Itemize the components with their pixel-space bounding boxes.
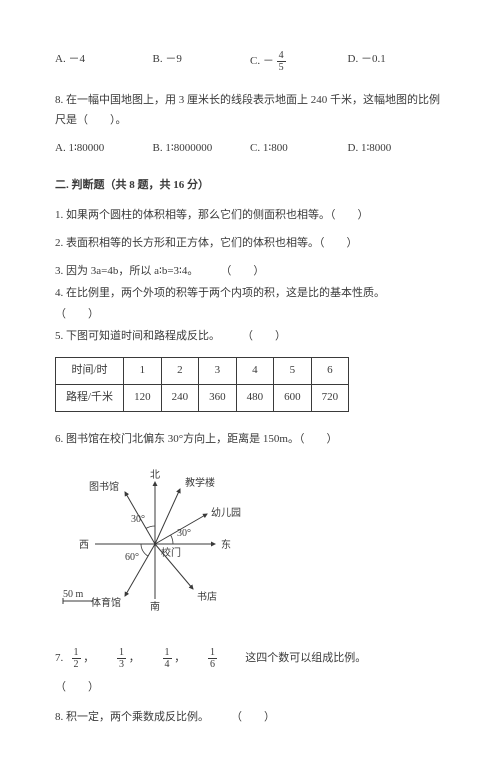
td-6: 720 [311,384,349,411]
j7-f3-d: 4 [163,659,172,670]
j7-f1: 1 2 [72,647,81,670]
j3: 3. 因为 3a=4b，所以 a∶b=3∶4。 （ ） [55,262,445,282]
td-0: 路程/千米 [56,384,124,411]
j7-f2: 1 3 [117,647,126,670]
th-6: 6 [311,357,349,384]
opt-a: A. －4 [55,50,153,73]
j7-f2-n: 1 [117,647,126,659]
compass-svg: 北 南 东 西 教学楼 图书馆 幼儿园 体育馆 书店 校门 30° 30° 60… [55,459,265,619]
lbl-60: 60° [125,552,139,563]
th-5: 5 [274,357,312,384]
j7-f4-n: 1 [208,647,217,659]
opt-b: B. －9 [153,50,251,73]
lbl-south: 南 [150,600,160,613]
opt-a-prefix: A. [55,53,66,65]
opt-d-prefix: D. [348,53,359,65]
opt-c-prefix: C. [250,55,260,67]
table-header-row: 时间/时 1 2 3 4 5 6 [56,357,349,384]
j7: 7. 1 2 ， 1 3 ， 1 4 ， 1 6 [55,647,445,670]
sep3: ， [174,652,185,664]
lbl-30-1: 30° [131,514,145,525]
ratio-table: 时间/时 1 2 3 4 5 6 路程/千米 120 240 360 480 6… [55,357,349,412]
table-data-row: 路程/千米 120 240 360 480 600 720 [56,384,349,411]
opt-d-value: －0.1 [361,53,386,65]
opt-b-value: －9 [165,53,182,65]
q7-options: A. －4 B. －9 C. － 4 5 D. －0.1 [55,50,445,73]
lbl-kinder: 幼儿园 [211,506,241,519]
compass-diagram: 北 南 东 西 教学楼 图书馆 幼儿园 体育馆 书店 校门 30° 30° 60… [55,459,445,627]
th-2: 2 [161,357,199,384]
td-4: 480 [236,384,274,411]
td-2: 240 [161,384,199,411]
opt-a-value: －4 [68,53,85,65]
opt-c-fraction: 4 5 [277,50,286,73]
j7-f3-n: 1 [163,647,172,659]
j7-f4-d: 6 [208,659,217,670]
opt-c-den: 5 [277,62,286,73]
th-4: 4 [236,357,274,384]
opt-c-num: 4 [277,50,286,62]
section-2-header: 二. 判断题（共 8 题，共 16 分） [55,176,445,196]
j7-paren: （ ） [55,678,445,698]
td-3: 360 [199,384,237,411]
j4a: 4. 在比例里，两个外项的积等于两个内项的积，这是比的基本性质。 [55,284,445,304]
th-1: 1 [124,357,162,384]
th-3: 3 [199,357,237,384]
q8-options: A. 1∶80000 B. 1∶8000000 C. 1∶800 D. 1∶80… [55,139,445,159]
td-5: 600 [274,384,312,411]
lbl-library: 图书馆 [89,480,119,493]
lbl-west: 西 [79,540,89,551]
q8-opt-b: B. 1∶8000000 [153,139,251,159]
lbl-30-2: 30° [177,528,191,539]
j7-f4: 1 6 [208,647,217,670]
q8-opt-d: D. 1∶8000 [348,139,446,159]
j2: 2. 表面积相等的长方形和正方体，它们的体积也相等。（ ） [55,234,445,254]
lbl-north: 北 [150,469,160,481]
j7-f3: 1 4 [163,647,172,670]
j7-tail: 这四个数可以组成比例。 [245,652,366,664]
lbl-east: 东 [221,538,231,551]
j7-f1-d: 2 [72,659,81,670]
lbl-bookstore: 书店 [197,590,217,603]
th-0: 时间/时 [56,357,124,384]
sep2: ， [129,652,140,664]
j6: 6. 图书馆在校门北偏东 30°方向上，距离是 150m。（ ） [55,430,445,450]
lbl-gym: 体育馆 [91,596,121,609]
q8-opt-a: A. 1∶80000 [55,139,153,159]
j7-f2-d: 3 [117,659,126,670]
lbl-gate: 校门 [161,546,181,559]
j8: 8. 积一定，两个乘数成反比例。 （ ） [55,708,445,728]
j7-f1-n: 1 [72,647,81,659]
sep1: ， [83,652,94,664]
j5: 5. 下图可知道时间和路程成反比。 （ ） [55,327,445,347]
lbl-teaching: 教学楼 [185,476,215,489]
opt-c-minus: － [263,55,274,67]
td-1: 120 [124,384,162,411]
j7-num: 7. [55,652,63,664]
opt-d: D. －0.1 [348,50,446,73]
lbl-scale: 50 m [63,589,84,600]
opt-c: C. － 4 5 [250,50,348,73]
q8-opt-c: C. 1∶800 [250,139,348,159]
j1: 1. 如果两个圆柱的体积相等，那么它们的侧面积也相等。（ ） [55,206,445,226]
j4b: （ ） [55,305,445,325]
q8-text: 8. 在一幅中国地图上，用 3 厘米长的线段表示地面上 240 千米，这幅地图的… [55,91,445,131]
opt-b-prefix: B. [153,53,163,65]
